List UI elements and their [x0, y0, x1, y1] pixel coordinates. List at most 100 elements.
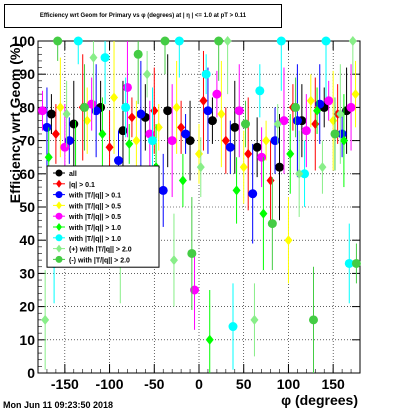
- data-point: [53, 36, 63, 46]
- data-point: [321, 36, 331, 46]
- data-point: [217, 109, 226, 120]
- data-point: [221, 135, 230, 146]
- data-point: [51, 128, 60, 139]
- data-point: [223, 36, 232, 46]
- x-axis-label: φ (degrees): [281, 392, 358, 408]
- data-point: [228, 322, 238, 332]
- legend-swatch: [55, 234, 63, 242]
- data-point: [121, 102, 131, 112]
- data-point: [207, 116, 217, 126]
- data-point: [42, 122, 52, 132]
- data-point: [291, 102, 301, 112]
- y-tick-label: 30: [19, 265, 35, 281]
- chart-title-box: Efficiency wrt Geom for Primary vs φ (de…: [4, 4, 282, 28]
- data-point: [257, 152, 267, 162]
- data-point: [306, 95, 315, 106]
- legend-swatch: [55, 255, 63, 263]
- data-point: [132, 135, 141, 146]
- grid-lines: [38, 41, 360, 373]
- y-tick-label: 10: [19, 332, 35, 348]
- legend-swatch: [55, 212, 63, 220]
- y-tick-label: 70: [19, 133, 35, 149]
- data-point: [98, 128, 107, 139]
- y-tick-label: 100: [12, 33, 36, 49]
- data-point: [199, 95, 208, 106]
- data-point: [80, 102, 90, 112]
- y-tick-label: 50: [19, 199, 35, 215]
- data-point: [44, 152, 53, 163]
- data-point: [196, 162, 205, 173]
- data-point: [174, 36, 184, 46]
- data-point: [329, 115, 338, 126]
- data-point: [351, 258, 361, 268]
- data-point: [234, 106, 244, 116]
- legend-label: |q| > 0.1: [69, 182, 95, 189]
- data-point: [127, 112, 136, 123]
- data-marks: [37, 36, 361, 373]
- y-tick-label: 20: [19, 299, 35, 315]
- data-point: [284, 235, 293, 246]
- data-point: [69, 119, 79, 129]
- data-point: [187, 248, 197, 258]
- data-point: [324, 96, 334, 106]
- data-point: [336, 109, 345, 120]
- datestamp: Mon Jun 11 09:23:50 2018: [3, 400, 114, 410]
- legend-label: (+) with |T/|q|| > 2.0: [69, 247, 132, 254]
- y-tick-label: 40: [19, 232, 35, 248]
- data-point: [267, 219, 277, 229]
- data-point: [167, 136, 177, 146]
- x-tick-label: -150: [51, 376, 79, 392]
- data-point: [248, 189, 258, 199]
- data-point: [201, 69, 211, 79]
- data-point: [339, 135, 348, 146]
- data-point: [46, 109, 56, 119]
- legend-swatch: [56, 179, 62, 188]
- chart-title: Efficiency wrt Geom for Primary vs φ (de…: [39, 13, 247, 19]
- legend-label: with |T/|q|| > 0.1: [68, 193, 121, 200]
- data-point: [262, 135, 271, 146]
- legend-label: with |T/|q|| > 1.0: [68, 225, 121, 232]
- data-point: [250, 314, 259, 325]
- data-point: [100, 53, 110, 63]
- x-tick-label: 50: [236, 376, 252, 392]
- data-point: [125, 138, 134, 149]
- legend-label: with |T/|q|| > 0.5: [68, 214, 121, 221]
- y-tick-label: 60: [19, 166, 35, 182]
- data-point: [239, 162, 248, 173]
- data-point: [62, 109, 71, 120]
- data-point: [73, 36, 83, 46]
- data-point: [181, 129, 191, 139]
- data-point: [214, 36, 224, 46]
- data-point: [158, 185, 168, 195]
- data-point: [300, 169, 310, 179]
- data-point: [105, 142, 114, 153]
- data-point: [273, 119, 282, 129]
- y-tick-label: 0: [27, 365, 35, 381]
- data-point: [114, 156, 123, 166]
- data-point: [286, 148, 295, 159]
- data-point: [266, 175, 275, 186]
- data-point: [83, 115, 92, 126]
- data-point: [122, 82, 132, 92]
- data-point: [348, 36, 357, 46]
- legend-label: (-) with |T/|q|| > 2.0: [69, 257, 130, 264]
- data-point: [147, 136, 157, 146]
- data-point: [318, 162, 327, 173]
- data-point: [212, 89, 222, 99]
- data-point: [133, 49, 143, 59]
- y-tick-labels: 0 10 20 30 40 50 60 70 80 90 100: [12, 33, 36, 381]
- y-axis-label: Efficiency wrt Geom (%): [7, 43, 23, 203]
- data-point: [232, 185, 241, 196]
- x-tick-label: 100: [277, 376, 301, 392]
- data-point: [56, 102, 65, 113]
- data-point: [241, 119, 251, 129]
- x-tick-label: 0: [195, 376, 203, 392]
- data-point: [172, 102, 181, 113]
- data-point: [330, 129, 340, 139]
- data-point: [346, 102, 356, 112]
- x-tick-label: 150: [321, 376, 345, 392]
- data-point: [230, 122, 240, 132]
- data-point: [225, 142, 235, 152]
- data-point: [259, 208, 268, 219]
